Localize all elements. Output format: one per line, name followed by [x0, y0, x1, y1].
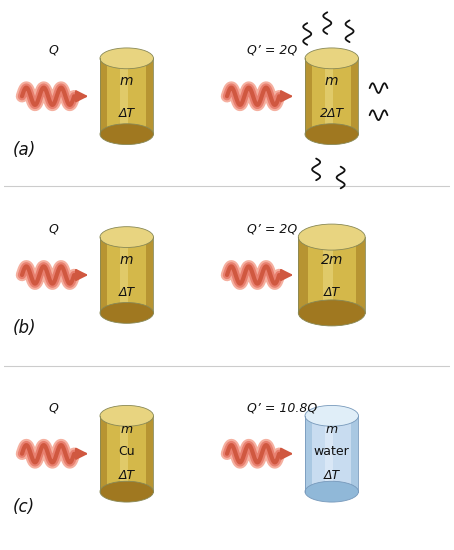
FancyBboxPatch shape [120, 58, 128, 134]
FancyBboxPatch shape [305, 416, 359, 492]
Text: m: m [326, 424, 338, 436]
FancyBboxPatch shape [298, 237, 365, 313]
FancyBboxPatch shape [305, 58, 359, 134]
Ellipse shape [305, 481, 359, 502]
FancyBboxPatch shape [100, 237, 153, 313]
FancyBboxPatch shape [100, 416, 153, 492]
Text: ΔT: ΔT [324, 469, 340, 482]
FancyBboxPatch shape [351, 58, 359, 134]
FancyBboxPatch shape [305, 416, 312, 492]
FancyBboxPatch shape [100, 416, 108, 492]
Ellipse shape [298, 300, 365, 326]
Text: Q’ = 2Q: Q’ = 2Q [247, 43, 297, 57]
FancyBboxPatch shape [100, 237, 108, 313]
Text: m: m [120, 253, 133, 267]
Ellipse shape [100, 481, 153, 502]
Ellipse shape [305, 124, 359, 145]
FancyBboxPatch shape [323, 237, 333, 313]
Text: m: m [121, 424, 133, 436]
FancyBboxPatch shape [305, 58, 312, 134]
FancyBboxPatch shape [146, 58, 153, 134]
FancyBboxPatch shape [100, 58, 108, 134]
Text: Q: Q [49, 401, 59, 414]
Text: Q’ = 2Q: Q’ = 2Q [247, 222, 297, 235]
Text: 2ΔT: 2ΔT [320, 107, 344, 120]
Text: 2m: 2m [321, 253, 343, 267]
FancyBboxPatch shape [351, 416, 359, 492]
Ellipse shape [100, 405, 153, 426]
FancyBboxPatch shape [100, 58, 153, 134]
Text: Q’ = 10.8Q: Q’ = 10.8Q [247, 401, 317, 414]
FancyBboxPatch shape [356, 237, 365, 313]
Text: Q: Q [49, 222, 59, 235]
Text: (a): (a) [13, 141, 36, 158]
Text: water: water [314, 444, 350, 458]
Text: m: m [325, 74, 339, 88]
Ellipse shape [100, 48, 153, 69]
Text: Q: Q [49, 43, 59, 57]
Text: (c): (c) [13, 498, 35, 516]
Text: (b): (b) [13, 320, 37, 337]
Text: m: m [120, 74, 133, 88]
FancyBboxPatch shape [146, 416, 153, 492]
Ellipse shape [298, 224, 365, 250]
FancyBboxPatch shape [325, 58, 332, 134]
FancyBboxPatch shape [325, 416, 332, 492]
FancyBboxPatch shape [120, 416, 128, 492]
FancyBboxPatch shape [120, 237, 128, 313]
Ellipse shape [100, 124, 153, 145]
Ellipse shape [305, 48, 359, 69]
Text: ΔT: ΔT [118, 107, 135, 120]
Ellipse shape [100, 302, 153, 323]
Text: ΔT: ΔT [118, 286, 135, 299]
FancyBboxPatch shape [298, 237, 308, 313]
FancyBboxPatch shape [146, 237, 153, 313]
Text: ΔT: ΔT [118, 469, 135, 482]
Ellipse shape [100, 227, 153, 248]
Ellipse shape [305, 405, 359, 426]
Text: Cu: Cu [118, 444, 135, 458]
Text: ΔT: ΔT [324, 286, 340, 299]
